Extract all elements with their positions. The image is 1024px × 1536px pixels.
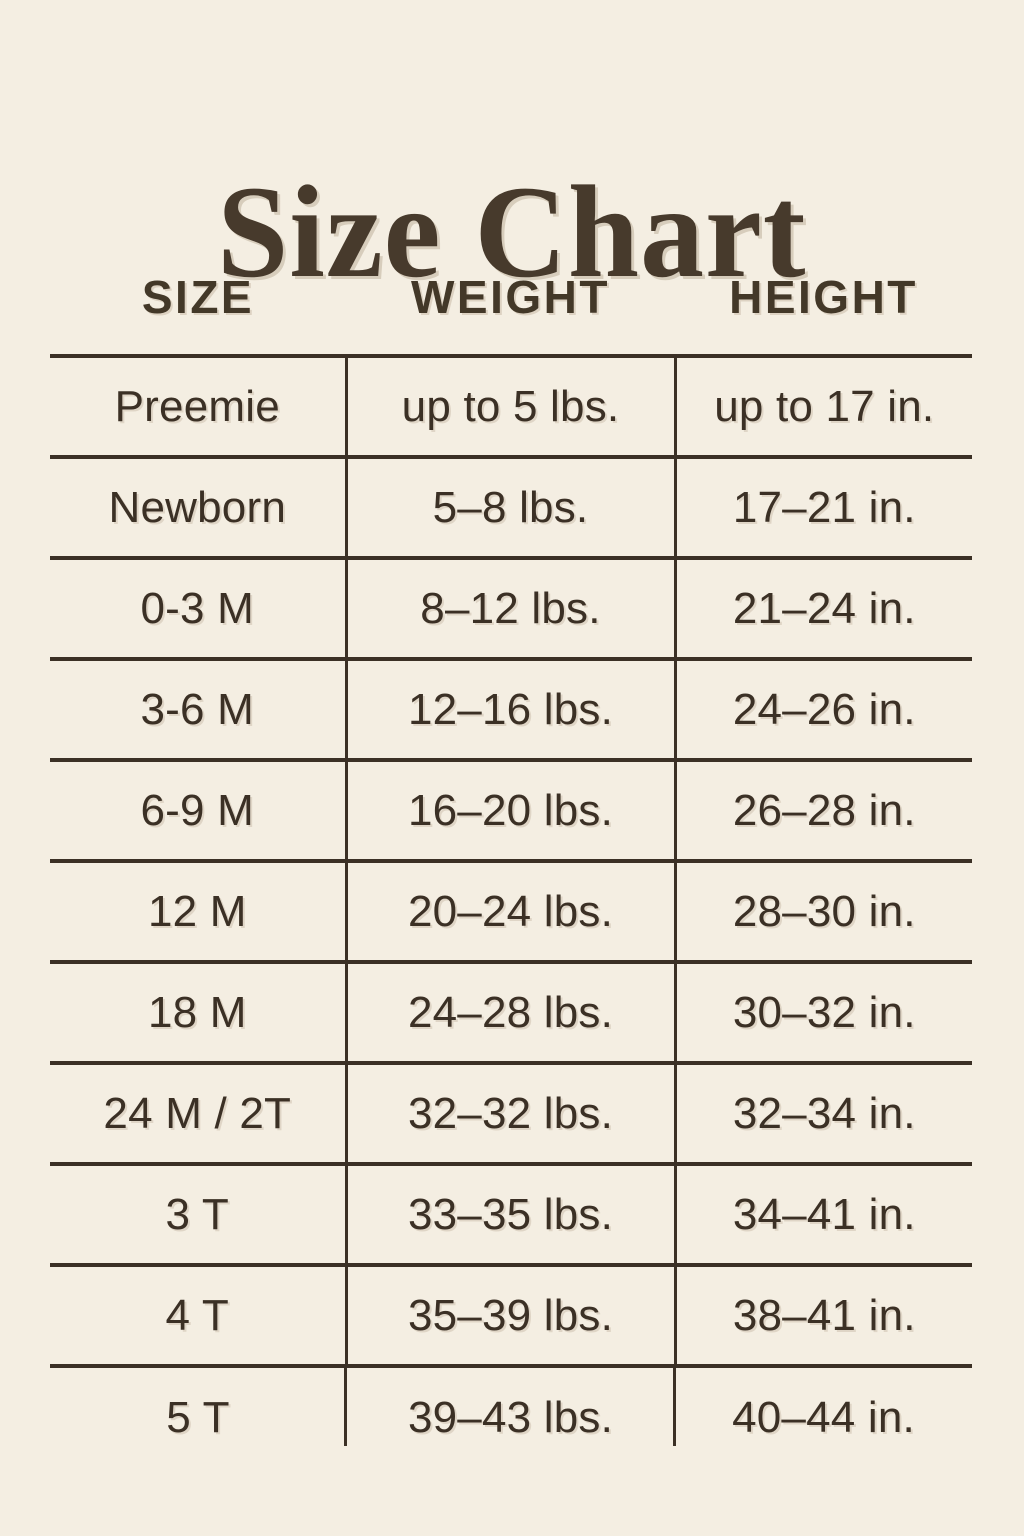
table-row: Preemie up to 5 lbs. up to 17 in. (50, 354, 972, 457)
table-row: 5 T 39–43 lbs. 40–44 in. (50, 1364, 972, 1467)
table-cell-height: 26–28 in. (675, 758, 972, 861)
table-cell-height: up to 17 in. (675, 354, 972, 457)
table-cell-height: 34–41 in. (675, 1162, 972, 1265)
table-cell-height: 30–32 in. (675, 960, 972, 1063)
table-row: 24 M / 2T 32–32 lbs. 32–34 in. (50, 1061, 972, 1164)
table-cell-size: 12 M (50, 859, 348, 962)
table-cell-weight: 16–20 lbs. (346, 758, 677, 861)
table-cell-weight: 35–39 lbs. (346, 1263, 677, 1366)
table-row: 3 T 33–35 lbs. 34–41 in. (50, 1162, 972, 1265)
table-cell-weight: up to 5 lbs. (346, 354, 677, 457)
page-title: Size Chart (217, 158, 807, 306)
table-cell-weight: 8–12 lbs. (346, 556, 677, 659)
table-cell-weight: 39–43 lbs. (346, 1364, 676, 1467)
table-cell-weight: 33–35 lbs. (346, 1162, 677, 1265)
table-cell-size: 4 T (50, 1263, 348, 1366)
column-header-size: SIZE (141, 271, 255, 323)
table-row: 18 M 24–28 lbs. 30–32 in. (50, 960, 972, 1063)
table-cell-size: 3 T (50, 1162, 348, 1265)
table-cell-size: 18 M (50, 960, 348, 1063)
table-body: Preemie up to 5 lbs. up to 17 in. Newborn 5–… (50, 354, 972, 1467)
table-cell-size: Preemie (50, 354, 348, 457)
table-cell-weight: 12–16 lbs. (346, 657, 677, 760)
table-cell-height: 40–44 in. (675, 1364, 972, 1467)
table-cell-weight: 5–8 lbs. (346, 455, 677, 558)
size-chart-table: SIZE WEIGHT HEIGHT Preemie up to 5 lbs. up… (50, 270, 972, 1467)
table-row: 4 T 35–39 lbs. 38–41 in. (50, 1263, 972, 1366)
table-cell-size: 0-3 M (50, 556, 348, 659)
table-cell-size: 5 T (50, 1364, 347, 1467)
size-chart: SIZE WEIGHT HEIGHT Preemie up to 5 lbs. up… (50, 270, 972, 1467)
table-cell-size: Newborn (50, 455, 348, 558)
table-cell-height: 28–30 in. (675, 859, 972, 962)
table-cell-size: 6-9 M (50, 758, 348, 861)
table-row: 12 M 20–24 lbs. 28–30 in. (50, 859, 972, 962)
table-cell-size: 3-6 M (50, 657, 348, 760)
table-cell-size: 24 M / 2T (50, 1061, 348, 1164)
table-cell-weight: 24–28 lbs. (346, 960, 677, 1063)
table-cell-height: 17–21 in. (675, 455, 972, 558)
column-header-weight: WEIGHT (411, 271, 610, 323)
table-cell-height: 21–24 in. (675, 556, 972, 659)
header-row: SIZE WEIGHT HEIGHT (50, 270, 972, 356)
table-header: SIZE WEIGHT HEIGHT (50, 270, 972, 356)
table-cell-height: 38–41 in. (675, 1263, 972, 1366)
table-row: 0-3 M 8–12 lbs. 21–24 in. (50, 556, 972, 659)
page-title-container: Size Chart (0, 78, 1024, 387)
table-cell-weight: 32–32 lbs. (346, 1061, 677, 1164)
table-row: 3-6 M 12–16 lbs. 24–26 in. (50, 657, 972, 760)
table-cell-weight: 20–24 lbs. (346, 859, 677, 962)
table-cell-height: 32–34 in. (675, 1061, 972, 1164)
table-row: Newborn 5–8 lbs. 17–21 in. (50, 455, 972, 558)
table-row: 6-9 M 16–20 lbs. 26–28 in. (50, 758, 972, 861)
column-header-height: HEIGHT (729, 271, 918, 323)
table-cell-height: 24–26 in. (675, 657, 972, 760)
